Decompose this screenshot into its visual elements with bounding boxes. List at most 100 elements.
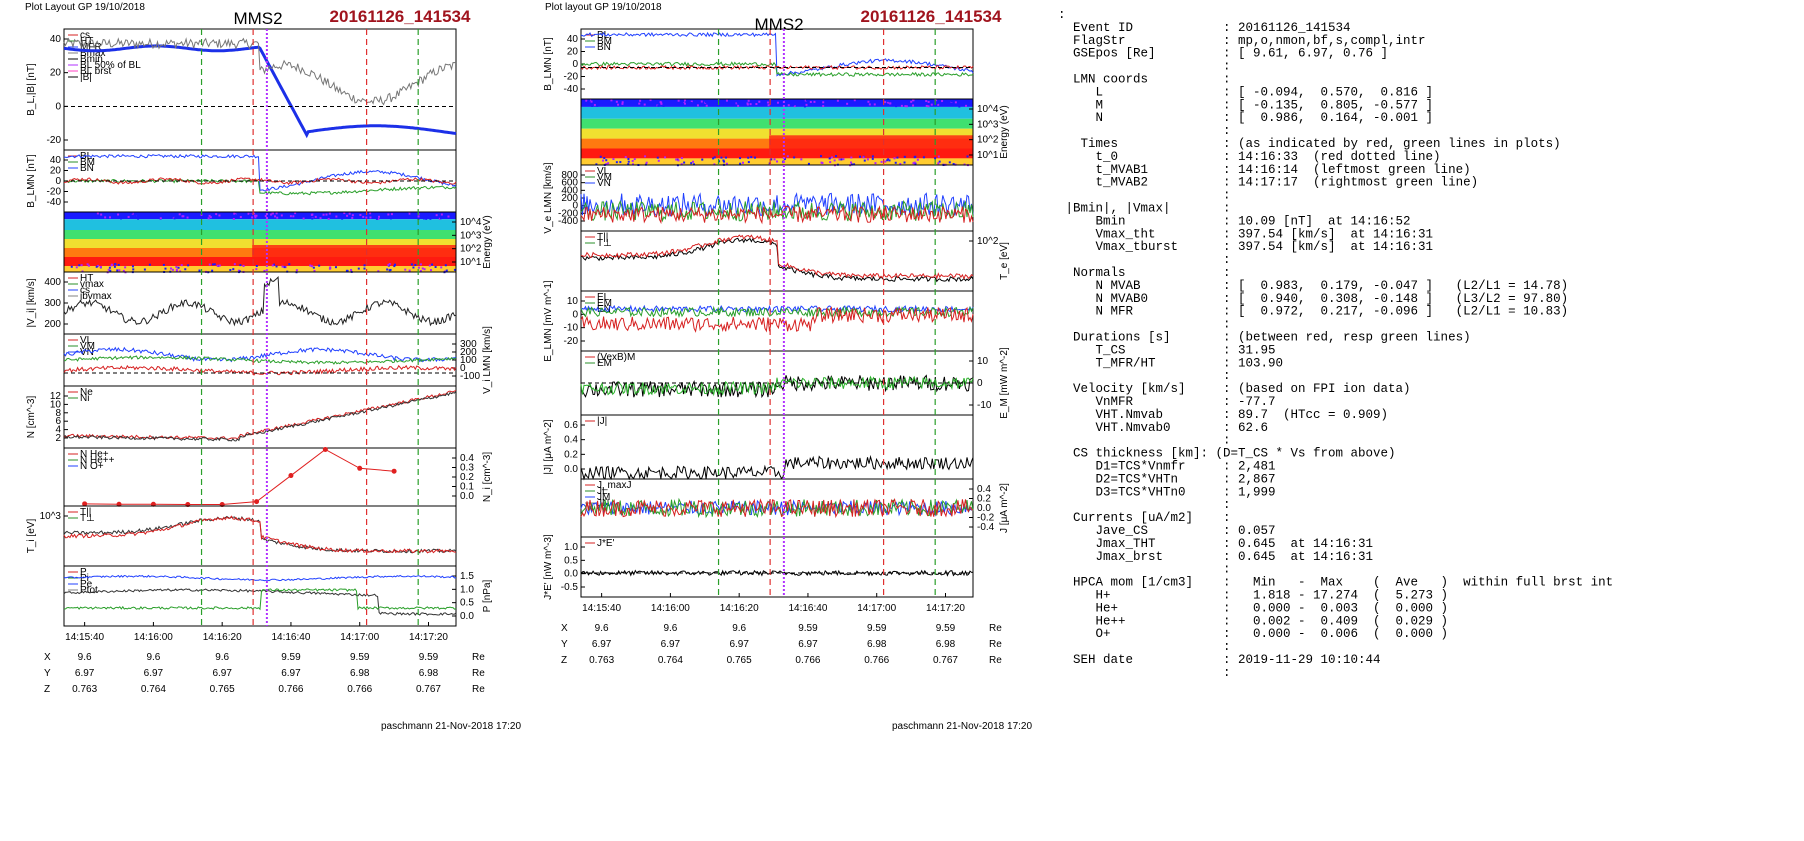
spectrogram-speckle	[377, 270, 380, 273]
spectrogram-speckle	[822, 101, 825, 104]
spectrogram-speckle	[815, 99, 818, 102]
summary-line: :	[1058, 8, 1066, 22]
position-value: 9.6	[732, 623, 746, 634]
spectrogram-speckle	[209, 216, 212, 219]
position-row-label: X	[44, 652, 51, 663]
spectrogram-speckle	[171, 215, 174, 218]
spectrogram-speckle	[871, 157, 874, 160]
panel-6: 10 0 -10 E_M [mW m^-2] (VexB)MEM	[580, 347, 1010, 419]
legend-entry: EM	[597, 358, 612, 369]
y-tick-label: 8	[55, 408, 61, 419]
spectrogram-speckle	[937, 162, 940, 165]
position-row-label: Z	[561, 655, 567, 666]
spectrogram-speckle	[338, 213, 341, 216]
position-unit: Re	[989, 655, 1002, 666]
spectrogram-speckle	[325, 213, 328, 216]
spectrogram-speckle	[131, 212, 134, 215]
y-tick-label: 10	[50, 399, 62, 410]
time-tick-label: 14:15:40	[65, 632, 104, 643]
summary-line: :	[1058, 60, 1231, 74]
spectrogram-speckle	[900, 104, 903, 107]
y-axis-label: N [cm^-3]	[26, 396, 37, 439]
spectrogram-band	[581, 118, 973, 129]
spectrogram-speckle	[218, 264, 221, 267]
series-bl	[63, 153, 457, 192]
panel-frame	[63, 333, 457, 387]
position-value: 6.97	[212, 668, 232, 679]
spectrogram-speckle	[800, 158, 803, 161]
spectrogram-speckle	[585, 99, 588, 102]
position-value: 9.59	[281, 652, 301, 663]
mid-event-id: 20161126_141534	[861, 7, 1002, 26]
y-axis-label: J*E' [nW m^-3]	[543, 534, 554, 600]
y-tick-label: 20	[567, 47, 579, 58]
legend-entry: jbvmax	[79, 291, 112, 302]
spectrogram-speckle	[612, 158, 615, 161]
spectrogram-speckle	[143, 268, 146, 271]
summary-line: Times : (as indicated by red, green line…	[1058, 137, 1561, 151]
y-tick-label: 10^4	[977, 104, 999, 115]
spectrogram-speckle	[945, 99, 948, 102]
spectrogram-speckle	[747, 99, 750, 102]
spectrogram-speckle	[386, 268, 389, 271]
y-tick-label: -20	[564, 72, 579, 83]
spectrogram-speckle	[914, 155, 917, 158]
spectrogram-speckle	[937, 155, 940, 158]
spectrogram-speckle	[408, 212, 411, 215]
spectrogram-speckle	[713, 156, 716, 159]
y-tick-label: 0.1	[460, 482, 474, 493]
spectrogram-speckle	[233, 213, 236, 216]
y-tick-label: 0.4	[460, 453, 474, 464]
left-footer: paschmann 21-Nov-2018 17:20	[381, 721, 522, 732]
spectrogram-speckle	[690, 100, 693, 103]
y-axis-label: T_e [eV]	[999, 242, 1010, 280]
legend-entry: N He++	[80, 455, 115, 466]
y-tick-label: 10^2	[977, 236, 999, 247]
spectrogram-speckle	[86, 263, 89, 266]
spectrogram-speckle	[440, 213, 443, 216]
spectrogram-speckle	[852, 99, 855, 102]
y-tick-label: 1.0	[460, 584, 474, 595]
spectrogram-speckle	[412, 266, 415, 269]
spectrogram-speckle	[819, 155, 822, 158]
spectrogram-speckle	[253, 212, 256, 215]
spectrogram-speckle	[181, 215, 184, 218]
spectrogram-speckle	[417, 217, 420, 220]
spectrogram-speckle	[599, 155, 602, 158]
legend-entry: vmax	[80, 279, 104, 290]
spectrogram-speckle	[345, 269, 348, 272]
spectrogram-speckle	[880, 160, 883, 163]
series-vl	[63, 346, 457, 363]
spectrogram-speckle	[351, 216, 354, 219]
spectrogram-speckle	[862, 156, 865, 159]
y-tick-label: 300	[460, 339, 477, 350]
spectrogram-speckle	[78, 264, 81, 267]
spectrogram-speckle	[627, 157, 630, 160]
spectrogram-speckle	[776, 160, 779, 163]
summary-line: Normals :	[1058, 266, 1231, 280]
spectrogram-speckle	[187, 264, 190, 267]
legend-entry: Ptot	[80, 585, 98, 596]
spectrogram-speckle	[417, 215, 420, 218]
spectrogram-speckle	[127, 215, 130, 218]
spectrogram-speckle	[965, 104, 968, 107]
spectrogram-speckle	[295, 269, 298, 272]
y-tick-label: 0	[572, 309, 578, 320]
y-tick-label: 0.3	[460, 463, 474, 474]
spectrogram-speckle	[683, 102, 686, 105]
legend-entry: J*E'	[597, 538, 615, 549]
y-tick-label: -20	[47, 135, 62, 146]
spectrogram-speckle	[916, 158, 919, 161]
spectrogram-speckle	[434, 266, 437, 269]
summary-line: VnMFR : -77.7	[1058, 395, 1276, 409]
spectrogram-speckle	[643, 103, 646, 106]
y-tick-label: 0.0	[460, 611, 474, 622]
y-tick-label: -0.2	[977, 513, 995, 524]
summary-line: HPCA mom [1/cm3] : Min - Max ( Ave ) wit…	[1058, 576, 1613, 590]
y-tick-label: 10^2	[977, 135, 999, 146]
y-tick-label: 40	[567, 34, 579, 45]
spectrogram-speckle	[90, 217, 93, 220]
y-tick-label: 400	[561, 185, 578, 196]
y-tick-label: 0	[572, 201, 578, 212]
